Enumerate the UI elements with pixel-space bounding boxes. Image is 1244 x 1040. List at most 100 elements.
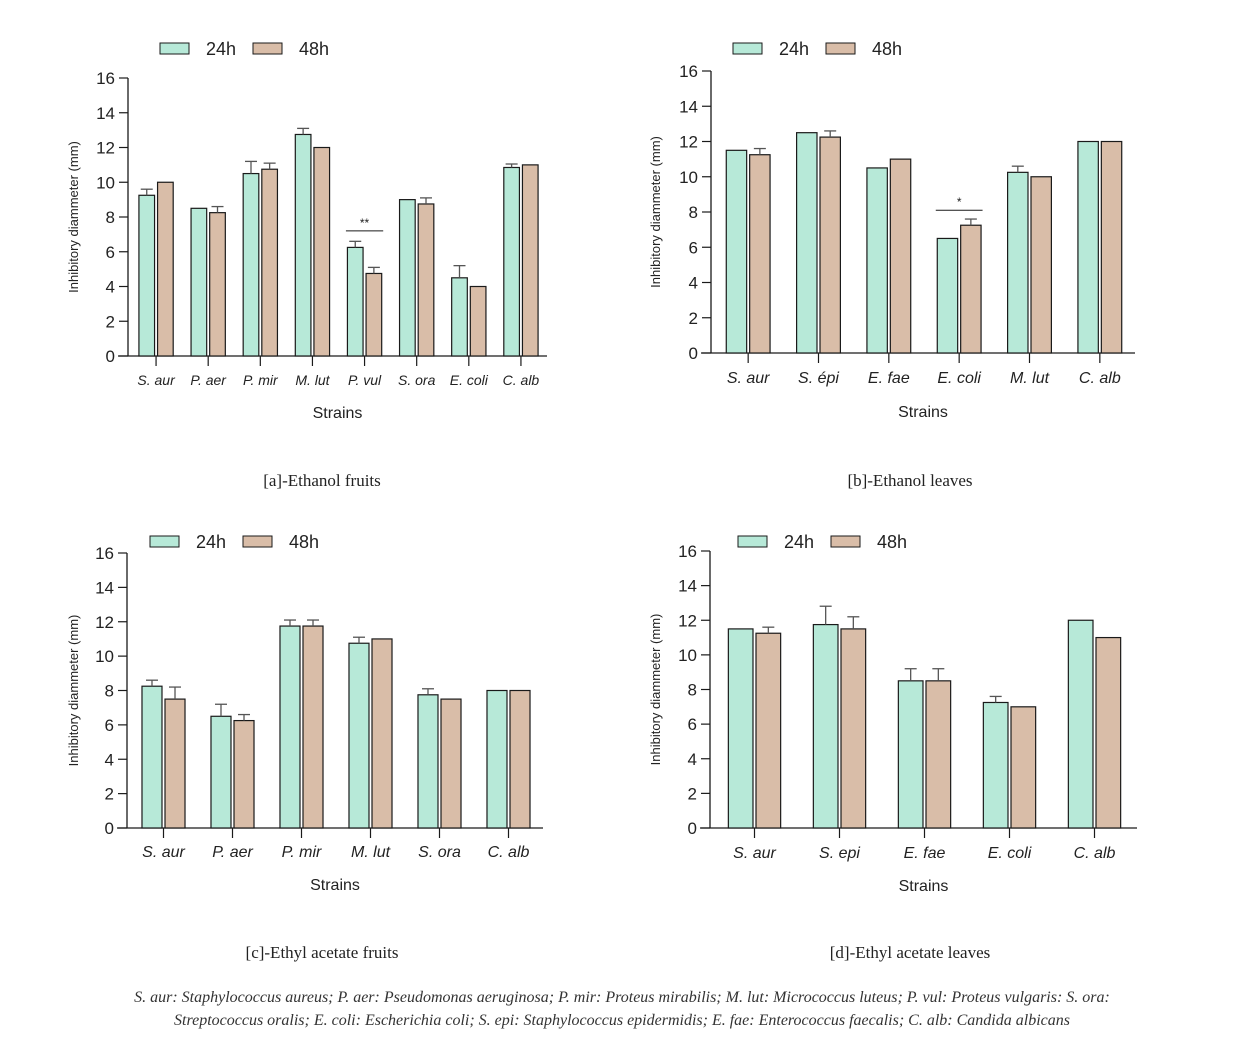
- x-tick-label: S. epi: [819, 845, 860, 862]
- footnote-line-1: S. aur: Staphylococcus aureus; P. aer: P…: [134, 989, 1110, 1006]
- x-tick-label: C. alb: [488, 844, 530, 861]
- legend-label-48h: 48h: [877, 532, 907, 552]
- bar-24h: [725, 149, 748, 354]
- bar-48h: [261, 168, 279, 357]
- x-tick-label: S. ora: [418, 844, 461, 861]
- x-tick-label: M. lut: [351, 844, 391, 861]
- legend-label-24h: 24h: [206, 39, 236, 59]
- bar-48h: [840, 628, 867, 829]
- bar-48h: [371, 638, 393, 829]
- bar-24h: [727, 628, 754, 829]
- y-tick-label: 4: [105, 750, 114, 769]
- x-tick-label: P. aer: [212, 844, 253, 861]
- y-tick-label: 12: [678, 611, 697, 630]
- y-tick-label: 6: [688, 715, 697, 734]
- bar-24h: [866, 167, 888, 354]
- x-tick-label: P. mir: [282, 844, 322, 861]
- chart-ethyl-acetate-fruits: 24h 48h 0 2 4 6 8 10 12 14 16 Inhibitory diammeter …: [66, 532, 543, 894]
- y-tick-label: 6: [105, 716, 114, 735]
- x-tick-label: E. fae: [904, 845, 946, 862]
- caption-d: [d]-Ethyl acetate leaves: [829, 943, 991, 962]
- bar-48h: [164, 698, 186, 829]
- x-tick-label: C. alb: [503, 372, 540, 388]
- bar-48h: [156, 181, 174, 357]
- bar-24h: [417, 694, 439, 829]
- y-tick-label: 2: [689, 309, 698, 328]
- y-tick-label: 8: [106, 208, 115, 227]
- x-tick-label: M. lut: [1010, 370, 1050, 387]
- caption-b: [b]-Ethanol leaves: [847, 471, 973, 490]
- y-tick-label: 10: [95, 647, 114, 666]
- y-axis-label: Inhibitory diammeter (mm): [648, 614, 663, 766]
- bar-48h: [755, 632, 782, 829]
- bar-24h: [982, 701, 1009, 829]
- significance-label: **: [360, 216, 370, 230]
- x-tick-label: M. lut: [295, 372, 330, 388]
- y-axis-label: Inhibitory diammeter (mm): [66, 141, 81, 293]
- bar-48h: [960, 224, 982, 354]
- y-tick-label: 8: [689, 203, 698, 222]
- bar-48h: [302, 625, 324, 829]
- y-tick-label: 10: [678, 646, 697, 665]
- bar-24h: [1077, 140, 1099, 354]
- bar-48h: [469, 285, 487, 357]
- y-axis-label: Inhibitory diammeter (mm): [66, 615, 81, 767]
- legend-label-48h: 48h: [289, 532, 319, 552]
- bar-24h: [1067, 619, 1094, 829]
- y-tick-label: 14: [96, 104, 115, 123]
- bar-24h: [138, 194, 156, 357]
- caption-c: [c]-Ethyl acetate fruits: [245, 943, 399, 962]
- y-tick-label: 16: [96, 69, 115, 88]
- bar-24h: [936, 237, 959, 354]
- bar-24h: [346, 246, 364, 357]
- legend-swatch-48h: [252, 42, 283, 55]
- y-tick-label: 2: [106, 312, 115, 331]
- bar-24h: [294, 133, 312, 357]
- bar-48h: [521, 164, 539, 357]
- y-tick-label: 0: [106, 347, 115, 366]
- y-tick-label: 0: [689, 344, 698, 363]
- y-tick-label: 12: [679, 133, 698, 152]
- y-tick-label: 16: [678, 542, 697, 561]
- legend-label-24h: 24h: [784, 532, 814, 552]
- caption-a: [a]-Ethanol fruits: [263, 471, 381, 490]
- y-tick-label: 8: [688, 681, 697, 700]
- bar-48h: [509, 689, 531, 829]
- x-axis-label: Strains: [899, 878, 949, 895]
- y-tick-label: 6: [106, 243, 115, 262]
- chart-ethanol-fruits: 24h 48h 0 2 4 6 8 10 12 14 16 Inhibitory diammeter …: [66, 39, 547, 422]
- x-tick-label: P. aer: [190, 372, 227, 388]
- bar-24h: [451, 277, 468, 357]
- bar-48h: [417, 203, 435, 357]
- bar-24h: [812, 623, 839, 829]
- chart-ethyl-acetate-leaves: 24h 48h 0 2 4 6 8 10 12 14 16 Inhibitory diammeter …: [648, 532, 1137, 895]
- bar-48h: [1100, 140, 1123, 354]
- y-tick-label: 16: [679, 62, 698, 81]
- legend-swatch-48h: [242, 535, 273, 548]
- legend-swatch-48h: [825, 42, 856, 55]
- y-tick-label: 14: [679, 97, 698, 116]
- legend-swatch-24h: [737, 535, 768, 548]
- y-axis-label: Inhibitory diammeter (mm): [648, 136, 663, 288]
- bar-24h: [503, 166, 521, 357]
- x-tick-label: S. aur: [733, 845, 776, 862]
- x-tick-label: S. ora: [398, 372, 436, 388]
- bar-48h: [313, 146, 331, 357]
- bar-24h: [279, 625, 301, 829]
- bar-48h: [440, 698, 462, 829]
- x-tick-label: E. coli: [988, 845, 1032, 862]
- x-axis-label: Strains: [898, 404, 948, 421]
- legend-swatch-24h: [149, 535, 180, 548]
- y-tick-label: 4: [106, 278, 115, 297]
- legend-swatch-24h: [159, 42, 190, 55]
- x-tick-label: S. épi: [798, 370, 839, 387]
- bar-48h: [365, 272, 383, 357]
- legend-label-24h: 24h: [196, 532, 226, 552]
- footnote-line-2: Streptococcus oralis; E. coli: Escherich…: [174, 1012, 1070, 1029]
- y-tick-label: 0: [105, 819, 114, 838]
- x-tick-label: E. coli: [450, 372, 489, 388]
- x-tick-label: E. fae: [868, 370, 910, 387]
- bar-24h: [242, 172, 260, 357]
- legend-swatch-24h: [732, 42, 763, 55]
- y-tick-label: 14: [95, 578, 114, 597]
